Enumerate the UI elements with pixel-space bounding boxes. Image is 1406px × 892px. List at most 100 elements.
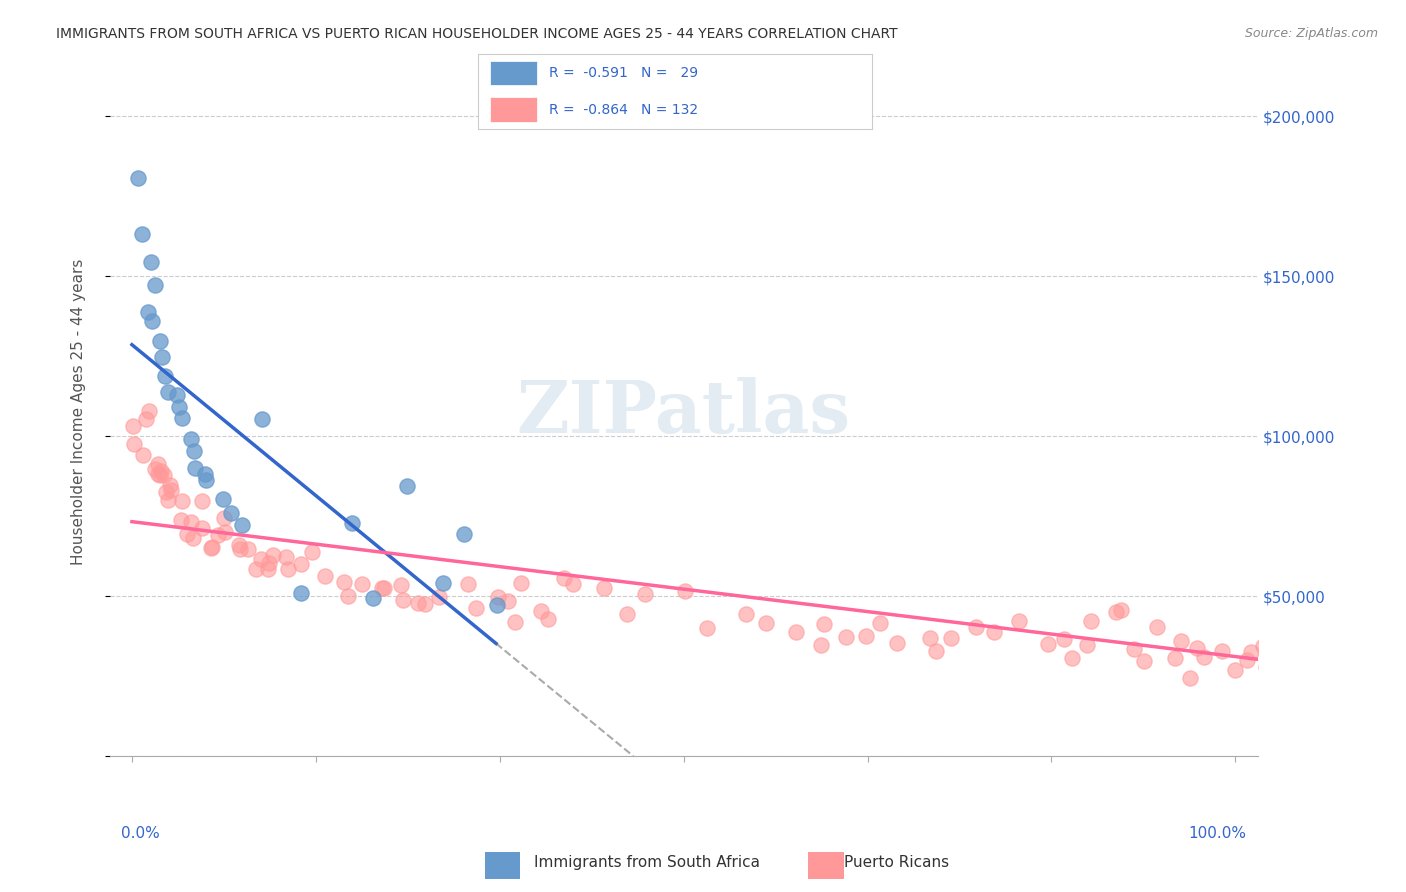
Point [231, 518, 253, 533]
Point [350, 577, 373, 591]
Point [290, 557, 312, 571]
Point [257, 562, 280, 576]
Text: R =  -0.591   N =   29: R = -0.591 N = 29 [548, 66, 697, 80]
Point [1133, 654, 1156, 668]
Point [834, 630, 856, 644]
Point [1109, 602, 1132, 616]
Point [537, 612, 560, 626]
Point [132, 448, 155, 462]
Point [754, 616, 776, 631]
Point [1223, 663, 1246, 677]
Point [1185, 640, 1208, 655]
Point [1286, 643, 1309, 657]
Point [250, 412, 273, 426]
Point [183, 444, 205, 458]
Point [432, 576, 454, 591]
Point [212, 511, 235, 525]
Point [156, 492, 179, 507]
Point [855, 629, 877, 643]
Point [131, 227, 153, 241]
Point [941, 631, 963, 645]
Point [336, 589, 359, 603]
Point [127, 171, 149, 186]
Point [121, 418, 143, 433]
Point [813, 617, 835, 632]
Point [333, 574, 356, 589]
Point [1104, 605, 1126, 619]
Point [488, 590, 510, 604]
Point [464, 601, 486, 615]
Point [200, 541, 222, 555]
Point [918, 631, 941, 645]
Point [314, 569, 336, 583]
Point [1164, 651, 1187, 665]
Point [389, 578, 412, 592]
Point [562, 577, 585, 591]
Point [886, 635, 908, 649]
Point [1313, 676, 1336, 690]
Point [406, 597, 429, 611]
Bar [489, 62, 537, 86]
Y-axis label: Householder Income Ages 25 - 44 years: Householder Income Ages 25 - 44 years [72, 259, 86, 566]
Point [453, 526, 475, 541]
Point [156, 385, 179, 400]
Point [139, 255, 162, 269]
Point [634, 587, 657, 601]
Point [153, 369, 176, 384]
Point [160, 483, 183, 497]
Point [207, 528, 229, 542]
Point [122, 437, 145, 451]
Point [180, 433, 202, 447]
Bar [489, 97, 537, 122]
Text: Puerto Ricans: Puerto Ricans [844, 855, 949, 870]
Point [503, 615, 526, 629]
Point [149, 334, 172, 349]
Point [1122, 642, 1144, 657]
Point [1008, 615, 1031, 629]
Point [152, 468, 174, 483]
Point [301, 545, 323, 559]
Point [146, 458, 169, 472]
Point [510, 575, 533, 590]
Point [236, 542, 259, 557]
Point [1062, 651, 1084, 665]
Point [1261, 648, 1284, 663]
Point [172, 493, 194, 508]
Point [1080, 614, 1102, 628]
Point [457, 576, 479, 591]
Point [250, 552, 273, 566]
Point [195, 473, 218, 487]
Point [1180, 671, 1202, 685]
Point [170, 410, 193, 425]
Point [135, 412, 157, 426]
Point [201, 540, 224, 554]
Point [190, 521, 212, 535]
Text: 0.0%: 0.0% [121, 826, 160, 841]
Point [184, 460, 207, 475]
Point [371, 581, 394, 595]
Point [159, 478, 181, 492]
Point [1211, 644, 1233, 658]
Point [530, 604, 553, 618]
Point [413, 597, 436, 611]
Point [1329, 652, 1351, 666]
Text: Source: ZipAtlas.com: Source: ZipAtlas.com [1244, 27, 1378, 40]
Point [1053, 632, 1076, 647]
Point [486, 598, 509, 612]
Point [1170, 634, 1192, 648]
Point [1389, 657, 1406, 672]
Point [1076, 638, 1098, 652]
Point [1251, 639, 1274, 653]
Point [277, 562, 299, 576]
Point [274, 550, 297, 565]
Point [143, 462, 166, 476]
Point [167, 400, 190, 414]
Point [340, 516, 363, 531]
Point [785, 624, 807, 639]
Point [361, 591, 384, 605]
Point [176, 526, 198, 541]
Point [194, 467, 217, 481]
Point [1036, 637, 1059, 651]
Point [214, 525, 236, 540]
Point [146, 467, 169, 481]
